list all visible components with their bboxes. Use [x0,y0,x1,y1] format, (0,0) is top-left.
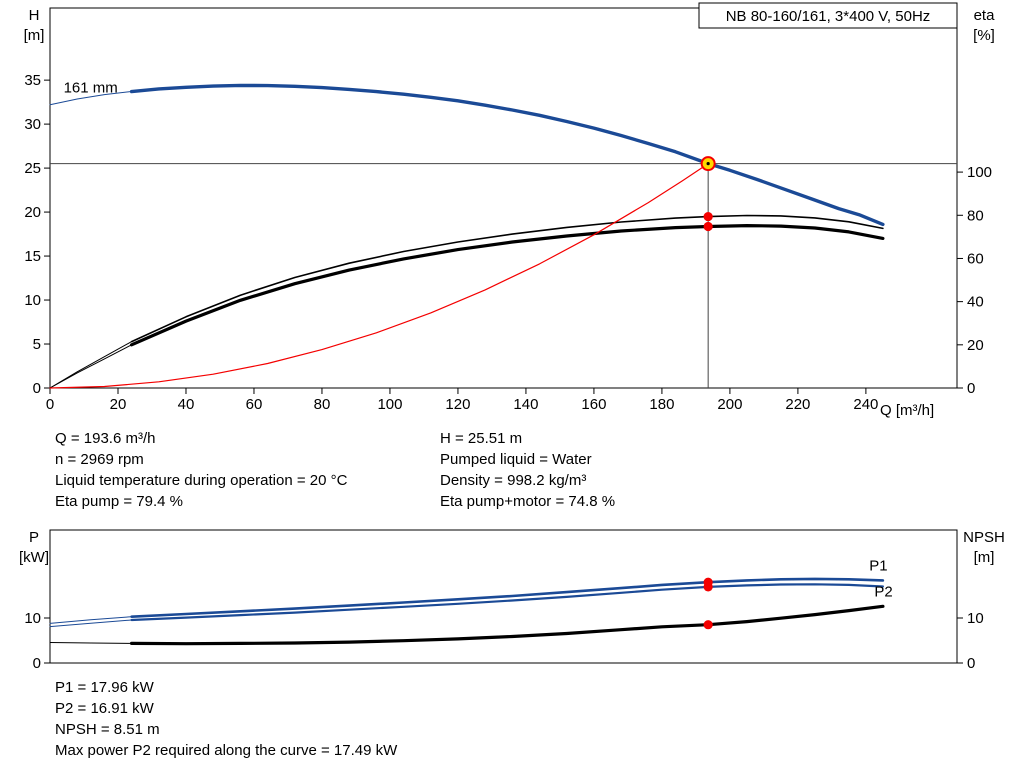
duty-flow-text: Q = 193.6 m³/h [55,430,156,447]
y-right-axis-unit: [%] [973,27,995,44]
y-left-axis-label: H [29,7,40,24]
p1-thin-curve [49,616,133,624]
curve-label-p1: P1 [869,557,887,574]
plot-frame [49,7,958,389]
y-right-axis-label: eta [974,7,996,24]
x-tick-label: 80 [314,396,331,413]
chart-title-box [698,2,958,29]
x-tick-label: 100 [377,396,402,413]
y-left-tick-label: 35 [24,72,41,89]
x-tick-label: 0 [46,396,54,413]
y-left-tick-label: 0 [33,655,41,672]
x-tick-label: 240 [853,396,878,413]
y-left-tick-label: 15 [24,248,41,265]
y-right-tick-label: 100 [967,164,992,181]
y-left-tick-label: 5 [33,336,41,353]
x-axis-label: Q [m³/h] [880,402,934,419]
eta-pump-motor-text: Eta pump+motor = 74.8 % [440,493,616,510]
x-tick-label: 120 [445,396,470,413]
p2-thin-curve [49,619,133,628]
x-tick-label: 200 [717,396,742,413]
x-tick-label: 160 [581,396,606,413]
eta-pump-text: Eta pump = 79.4 % [55,493,183,510]
y-right-tick-label: 20 [967,337,984,354]
x-tick-label: 180 [649,396,674,413]
operating-point-dot [703,620,713,630]
head-thin-curve [49,90,136,106]
head-161mm-curve [129,83,885,227]
operating-point-dot [703,211,713,222]
y-left-tick-label: 10 [24,292,41,309]
curve-label-p2: P2 [874,583,892,600]
y-left-tick-label: 20 [24,204,41,221]
npsh-thin-curve [49,642,133,644]
max-power-text: Max power P2 required along the curve = … [55,742,398,759]
npsh-value-text: NPSH = 8.51 m [55,721,160,738]
duty-info-right-column: H = 25.51 m Pumped liquid = Water Densit… [440,428,615,512]
y-right-tick-label: 0 [967,655,975,672]
x-tick-label: 60 [246,396,263,413]
chart-title: NB 80-160/161, 3*400 V, 50Hz [726,8,931,25]
y-left-axis-label: P [29,529,39,546]
operating-point-dot [703,221,713,232]
y-left-axis-unit: [kW] [19,549,49,566]
eta-pump-motor-curve [130,224,885,347]
y-right-tick-label: 60 [967,250,984,267]
p2-curve [130,583,885,622]
qh-eta-chart: 0 20 40 60 80 100 120 140 160 180 200 220 2400510152… [24,2,996,419]
y-right-axis-label: NPSH [963,529,1005,546]
y-right-tick-label: 0 [967,380,975,397]
x-tick-label: 20 [110,396,127,413]
p2-value-text: P2 = 16.91 kW [55,700,154,717]
x-tick-label: 40 [178,396,195,413]
operating-point-dot [703,582,713,592]
eta-pump-curve [130,214,884,343]
curve-label-161-mm: 161 mm [64,79,118,96]
power-npsh-chart: 0 10 0 10 P [kW] NPSH [m] P1 P2 [19,529,1005,672]
pump-speed-text: n = 2969 rpm [55,451,144,468]
density-text: Density = 998.2 kg/m³ [440,472,587,489]
eta-pump-motor-thin-curve [49,344,133,389]
duty-head-text: H = 25.51 m [440,430,523,447]
y-left-tick-label: 30 [24,116,41,133]
duty-point-center-dot [706,162,710,166]
p1-value-text: P1 = 17.96 kW [55,679,154,696]
y-left-tick-label: 10 [24,610,41,627]
plot-frame [49,529,958,664]
power-npsh-info-block: P1 = 17.96 kW P2 = 16.91 kW NPSH = 8.51 … [55,677,397,761]
pumped-liquid-text: Pumped liquid = Water [440,451,592,468]
liquid-temperature-text: Liquid temperature during operation = 20… [55,472,348,489]
p1-curve [130,577,885,619]
x-tick-label: 140 [513,396,538,413]
duty-info-left-column: Q = 193.6 m³/h n = 2969 rpm Liquid tempe… [55,428,347,512]
y-left-tick-label: 25 [24,160,41,177]
y-left-tick-label: 0 [33,380,41,397]
y-right-axis-unit: [m] [974,549,995,566]
y-right-tick-label: 40 [967,294,984,311]
y-right-tick-label: 80 [967,207,984,224]
system-resistance-curve [49,163,709,389]
npsh-curve [130,604,885,646]
y-right-tick-label: 10 [967,610,984,627]
x-tick-label: 220 [785,396,810,413]
y-left-axis-unit: [m] [24,27,45,44]
